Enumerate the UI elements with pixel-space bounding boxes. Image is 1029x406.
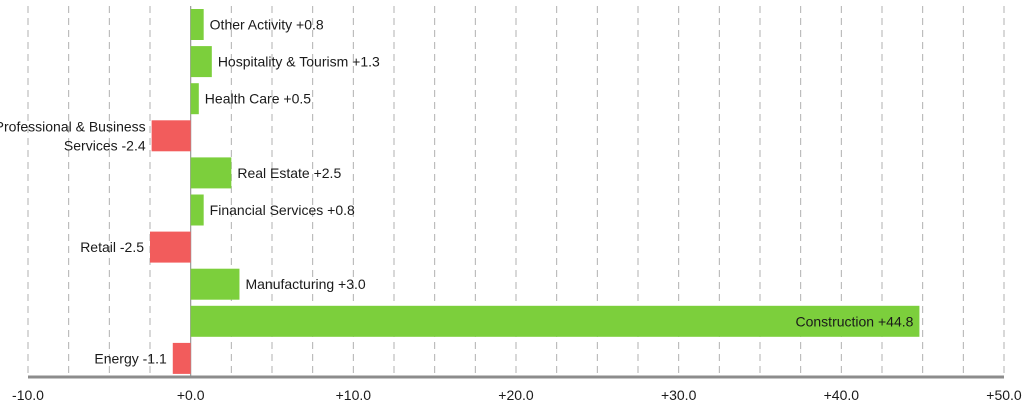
bar-hospitality-tourism	[190, 46, 212, 78]
x-tick-label: +20.0	[498, 387, 534, 403]
bar-health-care	[190, 83, 199, 115]
x-tick-label: +0.0	[177, 387, 205, 403]
bar-energy	[172, 342, 191, 374]
bar-construction	[190, 305, 920, 337]
data-label: Other Activity +0.8	[210, 17, 324, 33]
data-label: Health Care +0.5	[205, 91, 311, 107]
bar-other-activity	[190, 9, 204, 40]
bar-financial-services	[190, 194, 204, 226]
bar-retail	[150, 231, 191, 263]
data-label: Hospitality & Tourism +1.3	[218, 54, 380, 70]
data-label: Services -2.4	[64, 137, 146, 153]
grid-lines	[27, 6, 1005, 377]
data-label: Manufacturing +3.0	[245, 276, 365, 292]
x-tick-label: +40.0	[824, 387, 860, 403]
x-tick-label: +10.0	[336, 387, 372, 403]
x-tick-label: +30.0	[661, 387, 697, 403]
data-label: Financial Services +0.8	[210, 202, 355, 218]
x-tick-label: +50.0	[986, 387, 1022, 403]
data-label: Real Estate +2.5	[237, 165, 341, 181]
data-label: Retail -2.5	[80, 239, 144, 255]
bars: Other Activity +0.8 Hospitality & Tourism…	[0, 9, 920, 374]
data-label: Energy -1.1	[94, 350, 167, 366]
data-label: Professional & Business	[0, 118, 146, 134]
x-tick-label: -10.0	[12, 387, 44, 403]
bar-professional-business-services	[151, 120, 191, 152]
data-label: Construction +44.8	[796, 313, 914, 329]
bar-manufacturing	[190, 268, 240, 300]
x-axis: -10.0 +0.0 +10.0 +20.0 +30.0 +40.0 +50.0	[12, 375, 1022, 403]
bar-real-estate	[190, 157, 232, 189]
